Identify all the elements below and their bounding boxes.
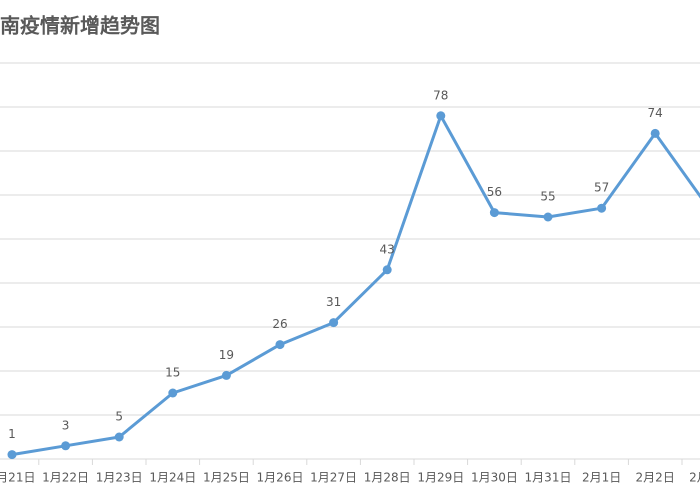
x-tick-label: 1月29日 [417, 471, 464, 485]
data-line [11, 114, 700, 457]
x-tick-label: 1月23日 [96, 471, 143, 485]
data-label: 78 [433, 88, 448, 102]
x-tick-label: 2月3日 [689, 471, 700, 485]
data-point [543, 212, 553, 222]
data-point [329, 318, 339, 328]
x-tick-label: 1月28日 [364, 471, 411, 485]
data-point [382, 265, 392, 275]
x-tick-label: 1月31日 [525, 471, 572, 485]
data-label: 3 [62, 418, 70, 432]
x-tick-label: 1月25日 [203, 471, 250, 485]
data-label: 31 [326, 295, 341, 309]
x-tick-label: 1月21日 [0, 471, 35, 485]
chart-title: 南疫情新增趋势图 [0, 14, 160, 38]
data-point [597, 203, 607, 213]
data-point [168, 388, 178, 398]
data-label: 74 [648, 106, 663, 120]
data-point [489, 208, 499, 218]
x-tick-label: 1月30日 [471, 471, 518, 485]
x-tick-label: 1月22日 [42, 471, 89, 485]
data-label: 19 [219, 348, 234, 362]
data-label: 43 [380, 242, 395, 256]
x-tick-label: 2月1日 [582, 471, 621, 485]
data-point [7, 450, 17, 460]
data-label: 5 [115, 410, 123, 424]
data-point [436, 111, 446, 121]
data-point [221, 370, 231, 380]
x-tick-label: 1月26日 [257, 471, 304, 485]
data-point [114, 432, 124, 442]
data-label: 55 [540, 190, 555, 204]
data-label: 57 [594, 181, 609, 195]
data-label: 56 [487, 185, 502, 199]
x-tick-label: 1月24日 [149, 471, 196, 485]
x-tick-label: 2月2日 [636, 471, 675, 485]
data-label: 26 [272, 317, 287, 331]
data-point [650, 128, 660, 138]
data-point [275, 340, 285, 350]
x-tick-label: 1月27日 [310, 471, 357, 485]
data-label: 1 [8, 427, 16, 441]
data-label: 15 [165, 366, 180, 380]
data-point [61, 441, 71, 451]
